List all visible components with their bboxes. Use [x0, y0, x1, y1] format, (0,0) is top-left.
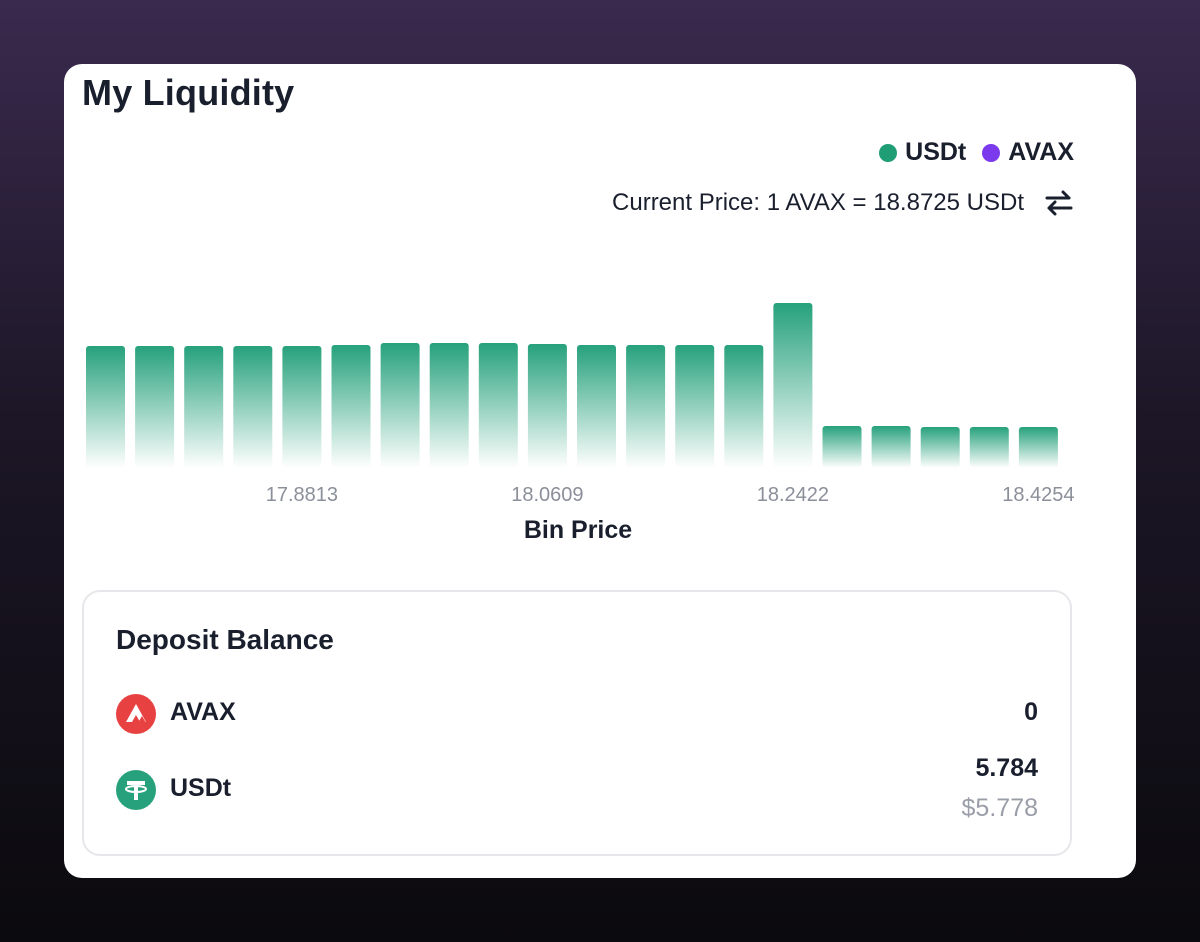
bin-bar-13[interactable] — [675, 345, 715, 468]
bin-bar-20[interactable] — [1018, 427, 1058, 468]
bin-bar-9[interactable] — [478, 343, 518, 468]
bin-bar-16[interactable] — [822, 426, 862, 468]
deposit-balance-panel: Deposit Balance AVAX 0 USDt 5.784 — [82, 590, 1072, 856]
bin-bar-12[interactable] — [626, 345, 666, 468]
x-tick-label: 18.0609 — [511, 484, 583, 506]
bin-bar-8[interactable] — [429, 343, 469, 468]
bin-bar-18[interactable] — [920, 427, 960, 468]
legend-item-avax: AVAX — [982, 138, 1074, 167]
x-axis-title: Bin Price — [523, 516, 633, 544]
card-title: My Liquidity — [82, 72, 295, 113]
bin-bar-3[interactable] — [184, 346, 224, 468]
token-row-avax: AVAX 0 — [116, 694, 1038, 734]
bin-bar-14[interactable] — [724, 345, 764, 468]
deposit-balance-title: Deposit Balance — [116, 624, 334, 655]
usdt-token-icon — [116, 770, 156, 810]
bin-bar-15[interactable] — [773, 303, 813, 468]
bin-bar-17[interactable] — [871, 426, 911, 468]
bin-bar-6[interactable] — [331, 345, 371, 468]
bin-bar-2[interactable] — [135, 346, 175, 468]
x-tick-label: 18.4254 — [1002, 484, 1074, 506]
usdt-legend-dot-icon — [879, 143, 898, 162]
bin-bar-11[interactable] — [577, 345, 616, 468]
token-amount-usdt: 5.784 — [975, 754, 1038, 782]
token-usd-value-usdt: $5.778 — [961, 794, 1038, 822]
current-price-text: Current Price: 1 AVAX = 18.8725 USDt — [612, 189, 1024, 216]
avax-token-icon — [116, 694, 156, 734]
bin-bar-7[interactable] — [380, 343, 420, 468]
legend-label-avax: AVAX — [1008, 138, 1074, 166]
bin-bar-10[interactable] — [527, 344, 567, 468]
legend-label-usdt: USDt — [905, 138, 967, 166]
liquidity-card: My Liquidity USDt AVAX Current Price: 1 … — [64, 64, 1136, 878]
token-row-usdt: USDt 5.784 $5.778 — [116, 754, 1038, 848]
chart-legend: USDt AVAX — [879, 138, 1074, 167]
current-price-row: Current Price: 1 AVAX = 18.8725 USDt — [612, 188, 1074, 218]
avax-legend-dot-icon — [982, 143, 1001, 162]
swap-arrows-icon[interactable] — [1044, 188, 1074, 218]
token-name-avax: AVAX — [170, 698, 236, 726]
bin-bar-19[interactable] — [969, 427, 1009, 468]
bin-bar-4[interactable] — [233, 346, 273, 468]
legend-item-usdt: USDt — [879, 138, 966, 167]
x-tick-label: 18.2422 — [757, 484, 829, 506]
bin-bar-1[interactable] — [86, 346, 125, 468]
x-tick-label: 17.8813 — [266, 484, 338, 506]
bin-bar-5[interactable] — [282, 346, 322, 468]
token-amount-avax: 0 — [1024, 698, 1038, 726]
bin-liquidity-chart: 17.8813 18.0609 18.2422 18.4254 — [86, 303, 1075, 506]
token-name-usdt: USDt — [170, 774, 232, 802]
